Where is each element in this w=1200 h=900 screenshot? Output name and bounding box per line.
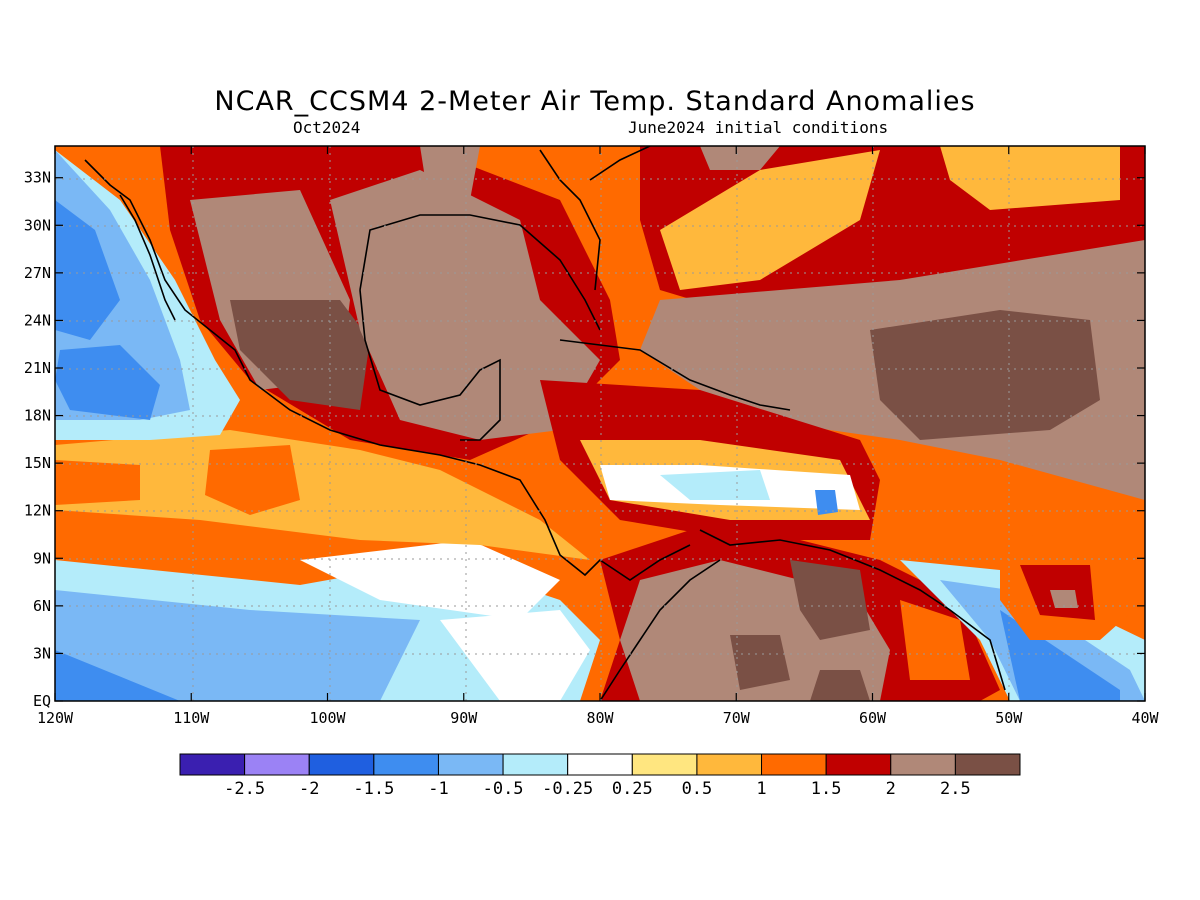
coastlines (84, 146, 1006, 701)
lon-tick-label: 100W (309, 709, 346, 727)
colorbar-label: -1 (428, 779, 448, 799)
colorbar-swatch (890, 753, 956, 776)
colorbar-swatch (954, 753, 1021, 776)
lat-tick-label: 18N (24, 407, 51, 425)
latitude-axis: 33N 30N 27N 24N 21N 18N 15N 12N 9N 6N 3N EQ (24, 169, 1145, 710)
lon-tick-label: 90W (450, 709, 478, 727)
valid-month-label: Oct2024 (293, 118, 361, 137)
colorbar-label: -1.5 (353, 779, 394, 799)
lon-tick-label: 70W (723, 709, 751, 727)
colorbar-swatch (502, 753, 569, 776)
lat-tick-label: 30N (24, 216, 51, 234)
lon-tick-label: 80W (586, 709, 614, 727)
colorbar-label: -2.5 (224, 779, 265, 799)
lat-tick-label: 15N (24, 454, 51, 472)
colorbar-swatch (567, 753, 633, 776)
colorbar-label: 1 (756, 779, 766, 799)
colorbar-swatch (631, 753, 698, 776)
colorbar-label: -2 (299, 779, 319, 799)
colorbar-swatch (696, 753, 763, 776)
colorbar-swatch (437, 753, 504, 776)
lat-tick-label: 9N (33, 549, 51, 567)
longitude-axis: 120W 110W 100W 90W 80W 70W 60W 50W 40W (37, 146, 1160, 727)
colorbar-swatch (308, 753, 375, 776)
colorbar-label: -0.5 (483, 779, 524, 799)
colorbar-label: 2.5 (940, 779, 971, 799)
lat-tick-label: EQ (33, 692, 51, 710)
lat-tick-label: 6N (33, 597, 51, 615)
lat-tick-label: 21N (24, 359, 51, 377)
lat-tick-label: 12N (24, 502, 51, 520)
colorbar-swatch (244, 753, 310, 776)
init-conditions-label: June2024 initial conditions (628, 118, 889, 137)
anomaly-field (55, 146, 1145, 701)
colorbar-label: 0.5 (682, 779, 713, 799)
lat-tick-label: 27N (24, 264, 51, 282)
lat-tick-label: 24N (24, 311, 51, 329)
lon-tick-label: 110W (173, 709, 210, 727)
colorbar-swatch (373, 753, 439, 776)
colorbar-swatch (761, 753, 827, 776)
chart-title: NCAR_CCSM4 2-Meter Air Temp. Standard An… (214, 86, 976, 117)
colorbar-label: 1.5 (811, 779, 842, 799)
lat-tick-label: 33N (24, 169, 51, 187)
lon-tick-label: 60W (859, 709, 887, 727)
colorbar-label: 0.25 (612, 779, 653, 799)
colorbar-label: 2 (886, 779, 896, 799)
lon-tick-label: 120W (37, 709, 74, 727)
colorbar-label: -0.25 (542, 779, 593, 799)
lon-tick-label: 50W (995, 709, 1023, 727)
colorbar-swatch (179, 753, 246, 776)
lat-tick-label: 3N (33, 644, 51, 662)
gridlines (55, 146, 1145, 701)
lon-tick-label: 40W (1131, 709, 1159, 727)
colorbar: -2.5 -2 -1.5 -1 -0.5 -0.25 0.25 0.5 1 1.5 2 2.5 (179, 753, 1021, 799)
colorbar-swatch (825, 753, 892, 776)
